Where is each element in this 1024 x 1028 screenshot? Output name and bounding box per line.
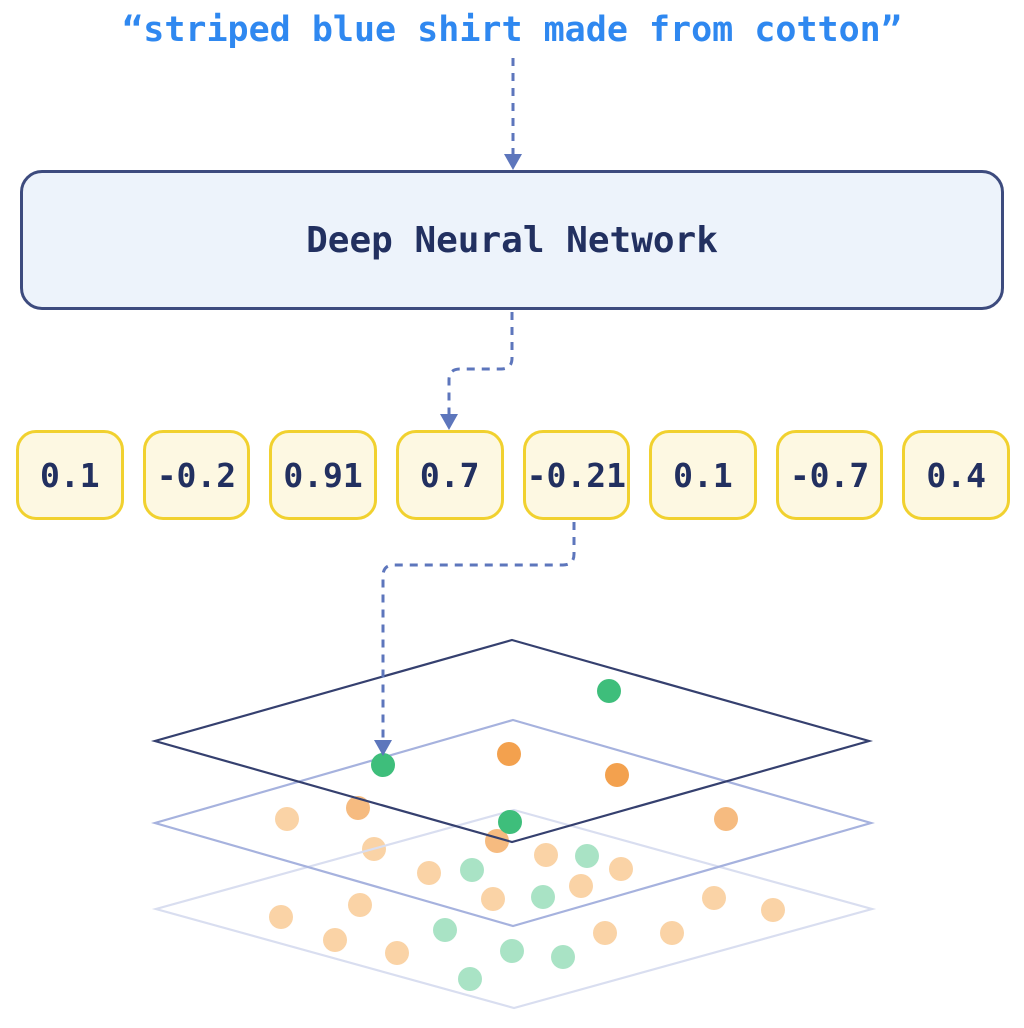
embedding-point xyxy=(433,918,457,942)
plane-top xyxy=(150,638,874,844)
embedding-point xyxy=(458,967,482,991)
deep-neural-network-box: Deep Neural Network xyxy=(20,170,1004,310)
embedding-point xyxy=(385,941,409,965)
embedding-value: 0.91 xyxy=(283,455,363,495)
vector-to-embedding-arrow xyxy=(381,522,576,740)
query-text: “striped blue shirt made from cotton” xyxy=(122,10,902,50)
embedding-value: 0.1 xyxy=(673,455,733,495)
embedding-point xyxy=(660,921,684,945)
embedding-point xyxy=(593,921,617,945)
embedding-value: 0.4 xyxy=(926,455,986,495)
embedding-point xyxy=(323,928,347,952)
embedding-point xyxy=(575,844,599,868)
embedding-vector-row: 0.1 -0.2 0.91 0.7 -0.21 0.1 -0.7 0.4 xyxy=(16,430,1010,520)
embedding-point xyxy=(497,742,521,766)
embedding-point xyxy=(417,861,441,885)
embedding-point xyxy=(348,893,372,917)
embedding-point xyxy=(460,858,484,882)
embedding-value: -0.7 xyxy=(789,455,870,495)
embedding-value: -0.21 xyxy=(526,455,626,495)
embedding-point xyxy=(714,807,738,831)
embedding-value: 0.7 xyxy=(419,455,480,495)
embedding-point xyxy=(761,898,785,922)
network-to-vector-arrowhead xyxy=(440,414,458,430)
embedding-point xyxy=(269,905,293,929)
embedding-point xyxy=(597,679,621,703)
plane-middle xyxy=(151,718,875,928)
embedding-value-box: -0.7 xyxy=(775,430,884,520)
embedding-point xyxy=(346,796,370,820)
network-to-vector-arrow xyxy=(447,312,514,414)
embedding-point xyxy=(534,843,558,867)
embedding-value-box: 0.4 xyxy=(902,430,1010,520)
embedding-point xyxy=(485,829,509,853)
embedding-point xyxy=(371,753,395,777)
embedding-point xyxy=(531,885,555,909)
embedding-point xyxy=(500,939,524,963)
embedding-value: 0.1 xyxy=(40,455,100,495)
embedding-point xyxy=(605,763,629,787)
embedding-point xyxy=(569,874,593,898)
embedding-value: -0.2 xyxy=(156,455,237,495)
embedding-point xyxy=(362,837,386,861)
embedding-value-box: 0.91 xyxy=(269,430,377,520)
embedding-value-box: 0.7 xyxy=(395,430,504,520)
plane-bottom xyxy=(151,808,877,1010)
embedding-point xyxy=(551,945,575,969)
deep-neural-network-label: Deep Neural Network xyxy=(306,219,718,261)
query-to-network-arrowhead xyxy=(504,154,522,170)
embedding-value-box: 0.1 xyxy=(649,430,757,520)
embedding-value-box: 0.1 xyxy=(16,430,124,520)
embedding-point xyxy=(609,857,633,881)
embedding-point xyxy=(702,886,726,910)
vector-to-embedding-arrowhead xyxy=(374,740,392,756)
embedding-value-box: -0.2 xyxy=(142,430,251,520)
embedding-point xyxy=(481,887,505,911)
embedding-point xyxy=(275,807,299,831)
embedding-value-box: -0.21 xyxy=(522,430,631,520)
embedding-point xyxy=(498,810,522,834)
